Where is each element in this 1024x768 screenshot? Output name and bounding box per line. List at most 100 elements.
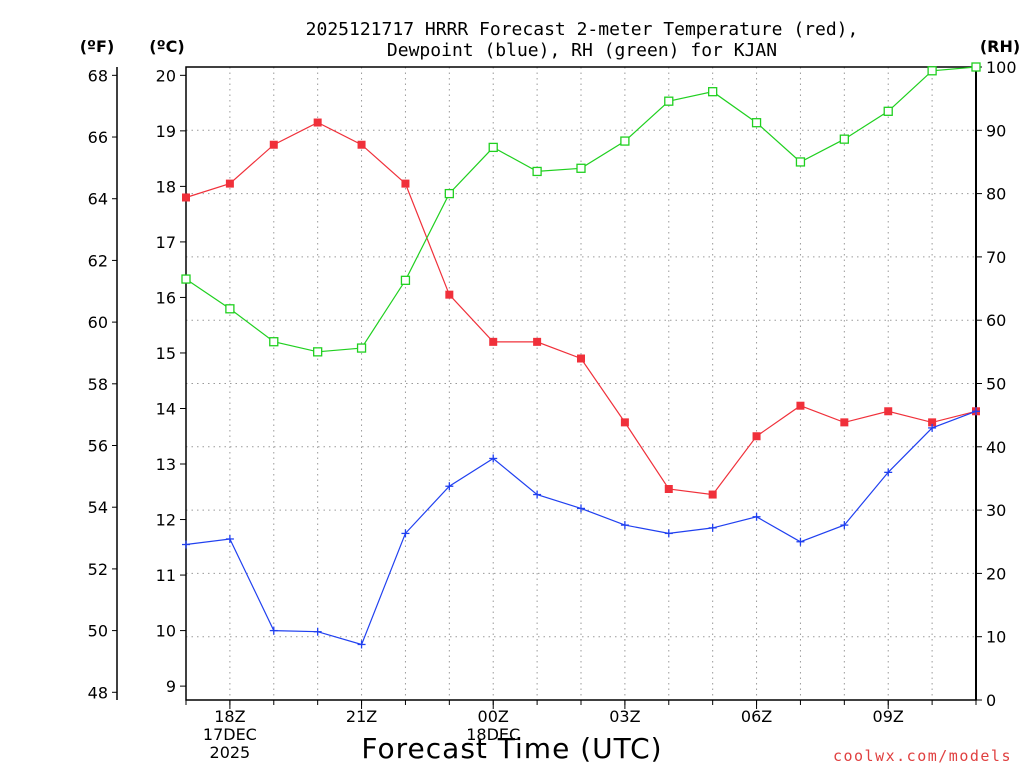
rh-point <box>620 136 630 146</box>
rh-point <box>181 274 191 284</box>
dewpoint-point <box>533 490 542 499</box>
dewpoint-point <box>972 407 980 416</box>
temperature-point <box>884 407 893 416</box>
temperature-point <box>445 290 454 299</box>
dewpoint-point <box>489 454 498 463</box>
dewpoint-point <box>752 512 761 521</box>
celsius-tick-label: 13 <box>156 455 176 474</box>
x-tick-label: 00Z <box>478 707 509 726</box>
rh-point <box>532 166 542 177</box>
rh-point <box>313 347 323 357</box>
dewpoint-point <box>664 529 673 538</box>
dewpoint-point <box>313 627 322 636</box>
celsius-tick-label: 15 <box>156 344 176 363</box>
x-tick-label: 03Z <box>609 707 640 726</box>
dewpoint-point <box>708 523 717 532</box>
fahrenheit-tick-label: 66 <box>88 128 108 147</box>
dewpoint-point <box>796 537 805 546</box>
celsius-tick-label: 18 <box>156 177 176 196</box>
rh-tick-label: 90 <box>986 121 1006 140</box>
celsius-tick-label: 16 <box>156 288 176 307</box>
dewpoint-point <box>269 626 278 635</box>
dewpoint-point <box>225 534 234 543</box>
rh-point <box>708 87 718 97</box>
rh-tick-label: 40 <box>986 438 1006 457</box>
rh-tick-label: 30 <box>986 501 1006 520</box>
rh-tick-label: 50 <box>986 375 1006 394</box>
fahrenheit-tick-label: 62 <box>88 251 108 270</box>
rh-point <box>664 96 674 106</box>
x-tick-label: 21Z <box>346 707 377 726</box>
rh-point <box>751 118 762 128</box>
rh-tick-label: 100 <box>986 58 1017 77</box>
fahrenheit-tick-label: 68 <box>88 66 108 85</box>
x-tick-label: 18DEC <box>466 725 520 744</box>
fahrenheit-tick-label: 60 <box>88 313 108 332</box>
x-tick-label: 18Z <box>214 707 245 726</box>
x-tick-label: 06Z <box>741 707 772 726</box>
celsius-tick-label: 11 <box>156 566 176 585</box>
dewpoint-point <box>445 482 454 491</box>
temperature-point <box>489 337 498 346</box>
celsius-tick-label: 14 <box>156 399 176 418</box>
series-dewpoint <box>182 407 980 649</box>
rh-point <box>927 66 937 76</box>
chart-title-line-1: 2025121717 HRRR Forecast 2-meter Tempera… <box>306 19 859 40</box>
x-tick-label: 17DEC <box>203 725 257 744</box>
dewpoint-point <box>182 540 190 549</box>
fahrenheit-tick-label: 48 <box>88 683 108 702</box>
rh-tick-label: 80 <box>986 185 1006 204</box>
fahrenheit-tick-label: 50 <box>88 622 108 641</box>
temperature-point <box>752 432 761 441</box>
temperature-point <box>313 118 322 127</box>
celsius-tick-label: 20 <box>156 66 176 85</box>
rh-tick-label: 0 <box>986 691 996 710</box>
fahrenheit-unit-label: (ºF) <box>80 37 115 56</box>
temperature-point <box>620 418 629 427</box>
celsius-tick-label: 19 <box>156 122 176 141</box>
temperature-point <box>840 418 849 427</box>
temperature-point <box>182 193 190 202</box>
dewpoint-point <box>357 640 366 649</box>
watermark: coolwx.com/models <box>833 747 1012 765</box>
rh-point <box>269 337 279 347</box>
rh-point <box>356 343 367 353</box>
rh-point <box>488 142 498 153</box>
temperature-point <box>225 179 234 188</box>
rh-unit-label: (RH) <box>980 37 1020 56</box>
dewpoint-point <box>928 423 937 432</box>
rh-point <box>883 106 893 116</box>
rh-point <box>225 304 235 314</box>
dewpoint-point <box>840 521 849 530</box>
rh-point <box>795 157 806 167</box>
x-tick-label: 09Z <box>873 707 904 726</box>
temperature-point <box>401 179 410 188</box>
rh-point <box>576 163 586 173</box>
temperature-point <box>269 140 278 149</box>
dewpoint-point <box>577 504 585 513</box>
axes: 9 10 11 12 13 14 15 16 17 18 19 20 48 50 52 54 56 58 60 62 6… <box>88 58 1017 762</box>
celsius-tick-label: 17 <box>156 233 176 252</box>
temperature-point <box>533 337 542 346</box>
fahrenheit-tick-label: 52 <box>88 560 108 579</box>
celsius-tick-label: 12 <box>156 511 176 530</box>
dewpoint-point <box>620 521 629 530</box>
temperature-point <box>664 485 673 493</box>
rh-tick-label: 60 <box>986 311 1006 330</box>
chart-title-line-2: Dewpoint (blue), RH (green) for KJAN <box>387 40 777 61</box>
temperature-point <box>357 140 366 149</box>
x-tick-label: 2025 <box>210 743 251 762</box>
dewpoint-point <box>884 468 893 477</box>
rh-tick-label: 20 <box>986 564 1006 583</box>
fahrenheit-tick-label: 56 <box>88 437 108 456</box>
temperature-point <box>796 401 805 410</box>
series-line <box>185 410 977 646</box>
fahrenheit-tick-label: 58 <box>88 375 108 394</box>
rh-tick-label: 10 <box>986 628 1006 647</box>
fahrenheit-tick-label: 54 <box>88 498 108 517</box>
x-axis-label: Forecast Time (UTC) <box>361 732 662 765</box>
rh-point <box>400 275 411 285</box>
gridlines <box>185 66 977 700</box>
fahrenheit-tick-label: 64 <box>88 190 108 209</box>
